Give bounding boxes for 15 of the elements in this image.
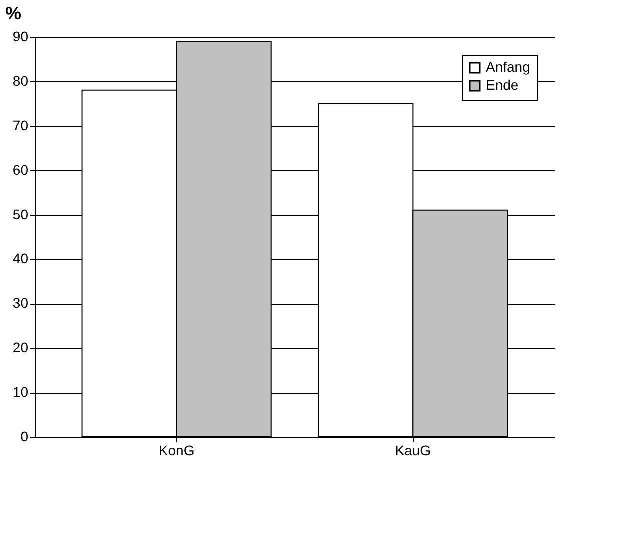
y-tick-label: 10 [12, 384, 29, 400]
y-tick-label: 40 [12, 250, 29, 267]
y-tick-label: 30 [12, 295, 29, 312]
y-tick-label: 20 [12, 340, 29, 356]
x-tick-label: KonG [158, 442, 195, 458]
legend-label: Anfang [486, 59, 530, 75]
y-tick-label: 70 [12, 117, 29, 134]
y-tick-label: 0 [20, 428, 29, 444]
y-tick-label: 50 [12, 206, 29, 222]
y-tick-label: 60 [12, 162, 29, 178]
legend-label: Ende [486, 77, 519, 93]
y-tick-label: 80 [12, 72, 29, 89]
y-tick-label: 90 [12, 28, 29, 44]
y-axis-title: % [6, 4, 22, 24]
x-tick-label: KauG [395, 442, 432, 458]
